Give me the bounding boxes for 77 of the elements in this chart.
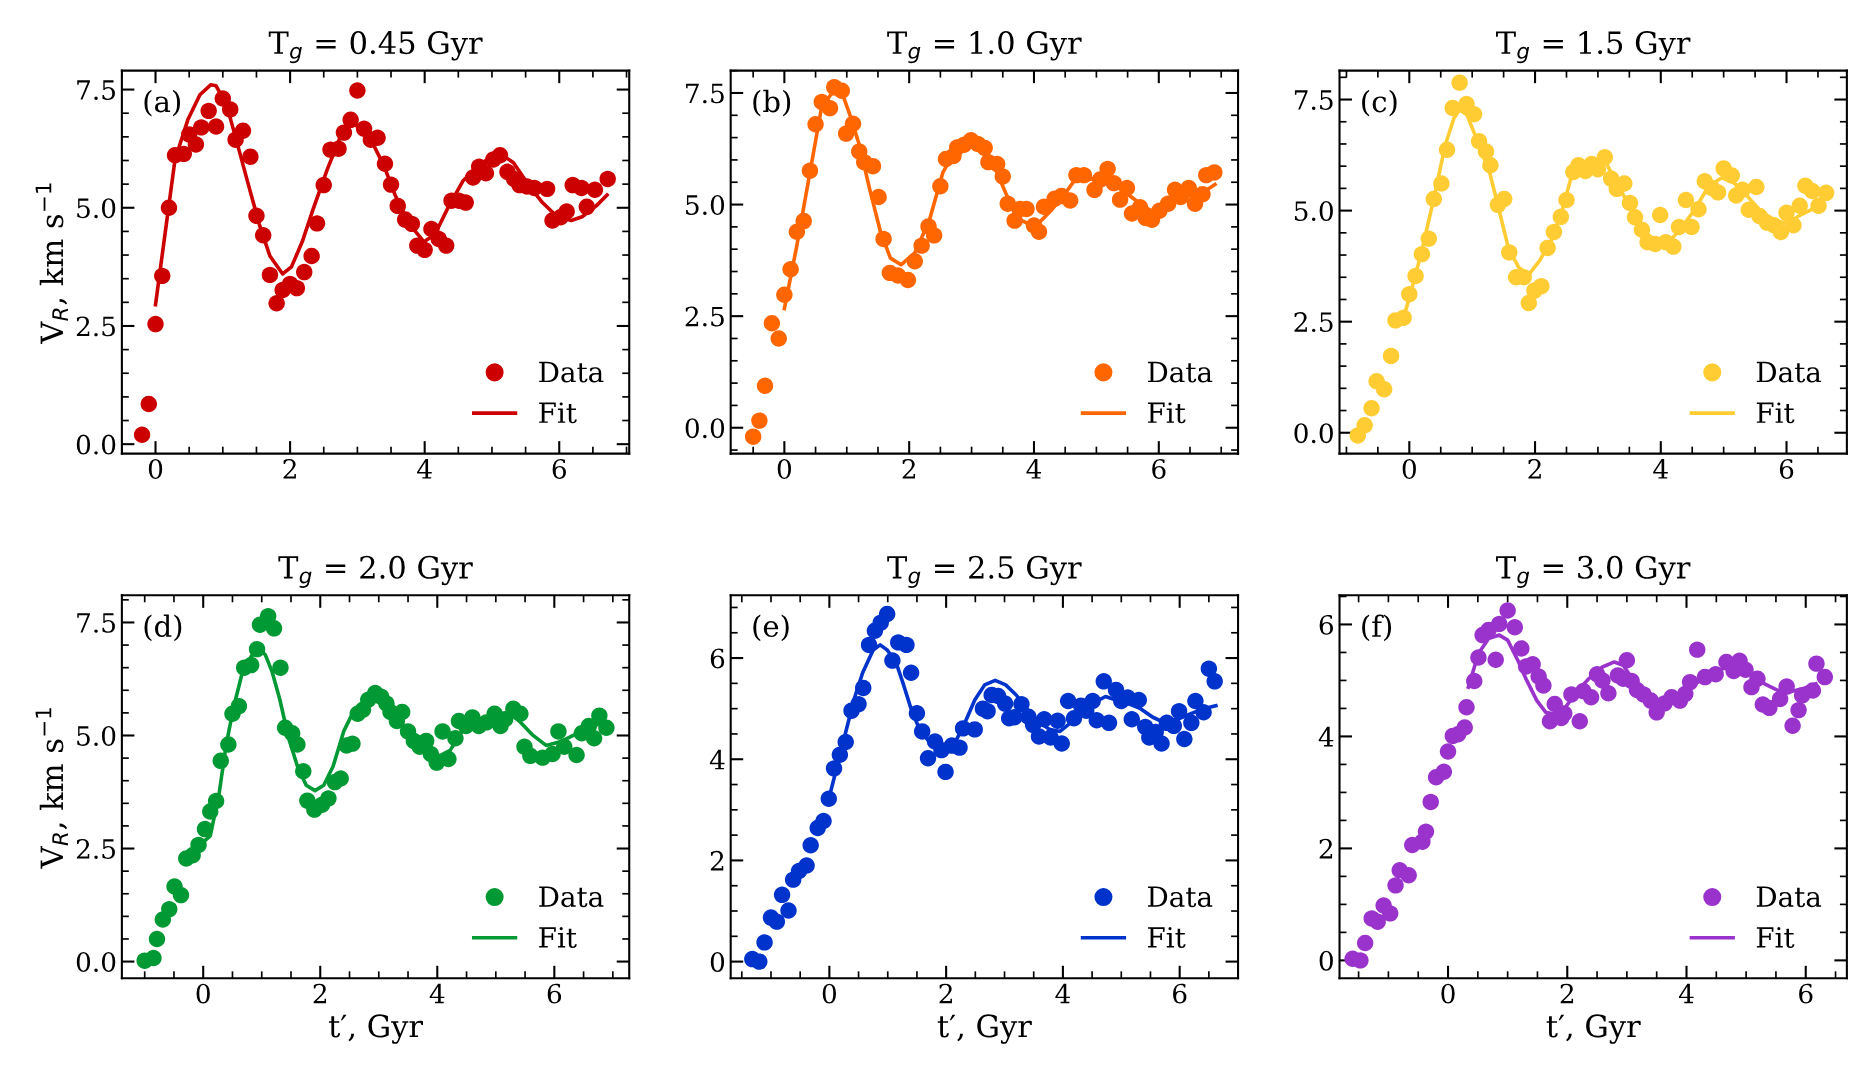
- x-tick-label: 4: [417, 458, 432, 479]
- x-tick-label: 6: [1799, 983, 1813, 1004]
- chart-title: T$_{g}$ = 2.5 Gyr: [887, 555, 1082, 588]
- x-axis-title: t′, Gyr: [937, 1014, 1032, 1044]
- x-tick-label: 2: [1528, 458, 1541, 479]
- x-tick-label: 4: [1678, 983, 1694, 1004]
- y-tick-label: 2.5: [76, 316, 115, 337]
- legend-label: Data: [1756, 886, 1822, 908]
- annotation: (f): [1362, 614, 1392, 642]
- y-tick-label: 7.5: [686, 83, 724, 104]
- y-tick-label: 2.5: [685, 306, 724, 327]
- legend-label: Data: [1756, 361, 1822, 383]
- x-tick-label: 0: [777, 458, 792, 479]
- y-tick-label: 2.5: [1294, 312, 1333, 333]
- annotation: (a): [144, 89, 181, 117]
- x-tick-label: 6: [1173, 983, 1187, 1004]
- legend-label: Data: [539, 361, 604, 383]
- y-tick-label: 5.0: [686, 195, 725, 215]
- y-tick-label: 0: [710, 952, 725, 973]
- x-tick-label: 0: [822, 983, 837, 1004]
- legend-label: Fit: [539, 402, 577, 424]
- x-tick-label: 2: [283, 458, 296, 479]
- x-tick-label: 2: [902, 458, 915, 479]
- legend-label: Fit: [1756, 402, 1795, 424]
- legend-label: Fit: [539, 927, 577, 948]
- y-tick-label: 7.5: [77, 80, 115, 100]
- legend-label: Fit: [1148, 927, 1186, 948]
- x-tick-label: 6: [552, 458, 566, 479]
- x-tick-label: 0: [1402, 458, 1416, 479]
- y-tick-label: 7.5: [1294, 90, 1333, 110]
- y-tick-label: 0.0: [685, 418, 725, 439]
- y-axis-title: V$_{R}$, km s$^{−1}$: [35, 183, 68, 345]
- y-axis-title: V$_{R}$, km s$^{−1}$: [35, 708, 68, 869]
- annotation: (d): [144, 614, 182, 642]
- y-tick-label: 5.0: [77, 198, 116, 219]
- legend-label: Data: [539, 886, 604, 908]
- x-axis-title: t′, Gyr: [1546, 1014, 1641, 1044]
- legend-label: Fit: [1756, 927, 1795, 948]
- x-tick-label: 2: [313, 983, 327, 1004]
- annotation: (e): [753, 614, 789, 642]
- annotation: (c): [1362, 89, 1397, 117]
- y-tick-label: 6: [710, 648, 725, 669]
- y-tick-label: 0: [1319, 950, 1333, 971]
- chart-title: T$_{g}$ = 0.45 Gyr: [268, 31, 483, 64]
- y-tick-label: 7.5: [77, 613, 115, 633]
- chart-title: T$_{g}$ = 2.0 Gyr: [278, 555, 473, 588]
- chart-title: T$_{g}$ = 1.0 Gyr: [887, 31, 1082, 64]
- y-tick-label: 2.5: [76, 838, 115, 859]
- legend-label: Data: [1148, 886, 1213, 908]
- legend-label: Data: [1148, 361, 1213, 383]
- y-tick-label: 0.0: [1294, 423, 1333, 444]
- x-tick-label: 6: [1779, 458, 1794, 479]
- x-tick-label: 4: [429, 983, 445, 1004]
- x-tick-label: 6: [1152, 458, 1166, 479]
- y-tick-label: 4: [709, 749, 725, 770]
- annotation: (b): [753, 89, 791, 117]
- x-tick-label: 0: [1441, 983, 1455, 1004]
- x-tick-label: 4: [1653, 458, 1668, 479]
- x-axis-title: t′, Gyr: [328, 1014, 424, 1044]
- chart-title: T$_{g}$ = 1.5 Gyr: [1496, 31, 1691, 64]
- y-tick-label: 2: [710, 850, 724, 871]
- y-tick-label: 5.0: [77, 725, 116, 746]
- legend-label: Fit: [1148, 402, 1186, 424]
- y-tick-label: 2: [1319, 838, 1333, 859]
- y-tick-label: 4: [1318, 726, 1334, 747]
- y-tick-label: 6: [1319, 614, 1333, 635]
- x-tick-label: 2: [939, 983, 952, 1004]
- y-tick-label: 0.0: [76, 952, 116, 972]
- x-tick-label: 4: [1055, 983, 1070, 1004]
- y-tick-label: 5.0: [1294, 201, 1333, 222]
- x-tick-label: 2: [1560, 983, 1574, 1004]
- y-tick-label: 0.0: [76, 434, 116, 455]
- x-tick-label: 0: [196, 983, 210, 1004]
- x-tick-label: 4: [1026, 458, 1042, 479]
- x-tick-label: 0: [148, 458, 163, 479]
- chart-title: T$_{g}$ = 3.0 Gyr: [1496, 555, 1691, 588]
- x-tick-label: 6: [547, 983, 562, 1004]
